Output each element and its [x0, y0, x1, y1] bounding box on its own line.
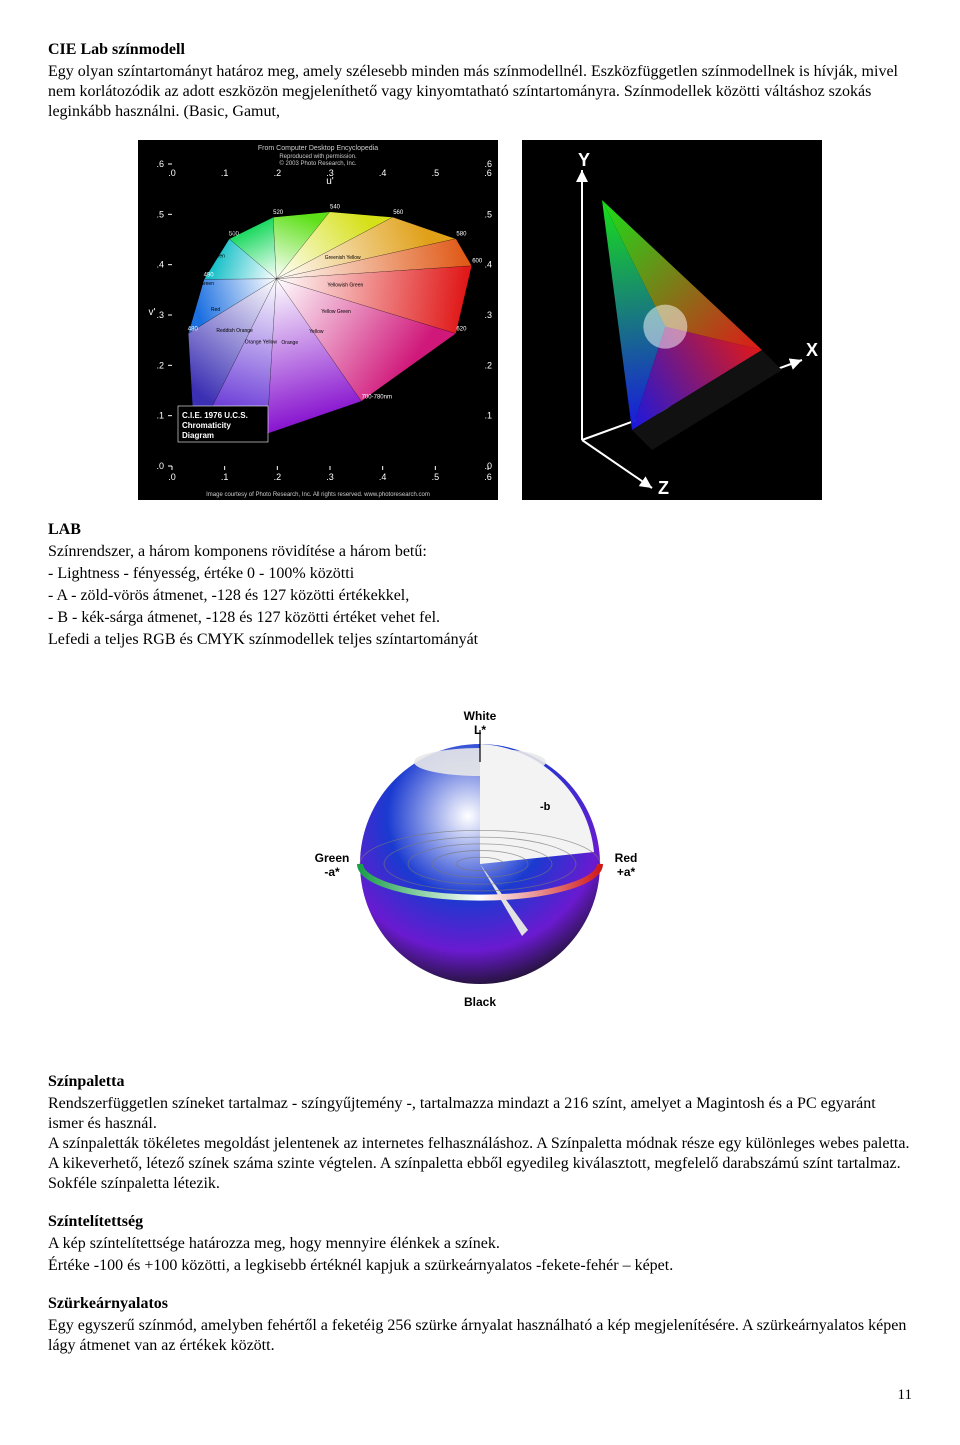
- svg-text:L*: L*: [474, 723, 486, 737]
- svg-text:.5: .5: [156, 209, 164, 219]
- svg-text:.3: .3: [484, 310, 492, 320]
- list-item: - B - kék-sárga átmenet, -128 és 127 köz…: [48, 608, 912, 628]
- heading: CIE Lab színmodell: [48, 40, 912, 60]
- svg-text:Orange Yellow: Orange Yellow: [245, 340, 278, 346]
- svg-text:Bluish Green: Bluish Green: [196, 253, 225, 259]
- svg-text:700-780nm: 700-780nm: [362, 395, 392, 401]
- svg-text:520: 520: [273, 210, 284, 216]
- svg-text:Yellowish Green: Yellowish Green: [327, 283, 363, 289]
- cie-chromaticity-diagram: From Computer Desktop Encyclopedia Reprod…: [138, 140, 498, 500]
- svg-text:.1: .1: [221, 168, 229, 178]
- svg-text:Diagram: Diagram: [182, 431, 214, 440]
- svg-text:.2: .2: [274, 168, 282, 178]
- svg-text:X: X: [806, 340, 818, 360]
- svg-text:.6: .6: [484, 159, 492, 169]
- svg-text:620: 620: [456, 327, 467, 333]
- svg-text:540: 540: [330, 204, 341, 210]
- heading: Színpaletta: [48, 1072, 912, 1092]
- section-szinpaletta: Színpaletta Rendszerfüggetlen színeket t…: [48, 1072, 912, 1194]
- svg-text:Yellow: Yellow: [309, 329, 324, 335]
- section-szurkearnyalatos: Szürkeárnyalatos Egy egyszerű színmód, a…: [48, 1294, 912, 1356]
- svg-text:Reproduced with permission.: Reproduced with permission.: [279, 154, 357, 160]
- svg-text:-a*: -a*: [324, 865, 340, 879]
- svg-text:.2: .2: [484, 360, 492, 370]
- svg-text:Red: Red: [211, 307, 220, 313]
- xyz-color-solid-diagram: Y X Z: [522, 140, 822, 500]
- svg-text:Greenish Yellow: Greenish Yellow: [325, 255, 361, 261]
- svg-text:560: 560: [393, 210, 404, 216]
- svg-text:u': u': [326, 176, 334, 187]
- lab-sphere-diagram: WhiteL* Black Green-a* Red+a* -b: [48, 668, 912, 1048]
- svg-text:580: 580: [456, 232, 467, 238]
- svg-text:Yellow Green: Yellow Green: [321, 309, 351, 315]
- svg-text:.6: .6: [484, 168, 492, 178]
- svg-text:.1: .1: [484, 411, 492, 421]
- figures-row: From Computer Desktop Encyclopedia Reprod…: [48, 140, 912, 500]
- svg-text:.4: .4: [379, 168, 387, 178]
- paragraph: Értéke -100 és +100 közötti, a legkisebb…: [48, 1256, 912, 1276]
- svg-text:White: White: [464, 709, 497, 723]
- section-cie-lab: CIE Lab színmodell Egy olyan színtartomá…: [48, 40, 912, 122]
- svg-text:.1: .1: [156, 411, 164, 421]
- page-number: 11: [48, 1386, 912, 1405]
- svg-text:Z: Z: [658, 478, 669, 498]
- paragraph: Rendszerfüggetlen színeket tartalmaz - s…: [48, 1094, 912, 1194]
- svg-text:© 2003 Photo Research, Inc.: © 2003 Photo Research, Inc.: [279, 160, 356, 167]
- svg-text:600: 600: [472, 259, 483, 265]
- svg-text:.3: .3: [156, 310, 164, 320]
- svg-text:.0: .0: [484, 461, 492, 471]
- svg-text:Blue Green: Blue Green: [213, 230, 239, 236]
- svg-text:.0: .0: [156, 461, 164, 471]
- svg-text:.4: .4: [156, 260, 164, 270]
- svg-text:.6: .6: [484, 472, 492, 482]
- svg-text:Greenish Blue: Greenish Blue: [233, 214, 265, 220]
- svg-text:Green: Green: [315, 851, 350, 865]
- paragraph: Egy egyszerű színmód, amelyben fehértől …: [48, 1316, 912, 1356]
- svg-text:-b: -b: [540, 801, 551, 813]
- svg-text:Red: Red: [615, 851, 638, 865]
- section-szintelitettseg: Színtelítettség A kép színtelítettsége h…: [48, 1212, 912, 1276]
- svg-text:490: 490: [204, 272, 215, 278]
- svg-text:From Computer Desktop Encyclop: From Computer Desktop Encyclopedia: [258, 145, 378, 152]
- paragraph: A kép színtelítettsége határozza meg, ho…: [48, 1234, 912, 1254]
- svg-text:.2: .2: [156, 360, 164, 370]
- svg-text:v': v': [149, 307, 156, 318]
- section-lab: LAB Színrendszer, a három komponens rövi…: [48, 520, 912, 650]
- heading: LAB: [48, 520, 912, 540]
- svg-text:.6: .6: [156, 159, 164, 169]
- svg-text:C.I.E. 1976 U.C.S.: C.I.E. 1976 U.C.S.: [182, 411, 248, 420]
- svg-text:Y: Y: [578, 150, 590, 170]
- svg-text:.1: .1: [221, 472, 229, 482]
- list-item: - Lightness - fényesség, értéke 0 - 100%…: [48, 564, 912, 584]
- svg-text:.4: .4: [379, 472, 387, 482]
- svg-text:480: 480: [188, 327, 199, 333]
- svg-text:.2: .2: [274, 472, 282, 482]
- svg-text:Reddish Orange: Reddish Orange: [216, 328, 253, 334]
- svg-text:Green: Green: [200, 281, 214, 287]
- svg-text:+a*: +a*: [617, 865, 636, 879]
- svg-text:.0: .0: [168, 168, 176, 178]
- list-item: - A - zöld-vörös átmenet, -128 és 127 kö…: [48, 586, 912, 606]
- svg-text:Chromaticity: Chromaticity: [182, 421, 231, 430]
- svg-text:.5: .5: [432, 472, 440, 482]
- svg-text:Orange: Orange: [281, 340, 298, 346]
- paragraph: Színrendszer, a három komponens rövidíté…: [48, 542, 912, 562]
- svg-text:.4: .4: [484, 260, 492, 270]
- svg-text:.3: .3: [326, 472, 334, 482]
- paragraph: Lefedi a teljes RGB és CMYK színmodellek…: [48, 630, 912, 650]
- heading: Színtelítettség: [48, 1212, 912, 1232]
- paragraph: Egy olyan színtartományt határoz meg, am…: [48, 62, 912, 122]
- heading: Szürkeárnyalatos: [48, 1294, 912, 1314]
- svg-text:.5: .5: [432, 168, 440, 178]
- svg-text:.0: .0: [168, 472, 176, 482]
- svg-text:.5: .5: [484, 209, 492, 219]
- svg-text:Image courtesy of Photo Resear: Image courtesy of Photo Research, Inc. A…: [206, 492, 430, 498]
- svg-text:Black: Black: [464, 995, 496, 1009]
